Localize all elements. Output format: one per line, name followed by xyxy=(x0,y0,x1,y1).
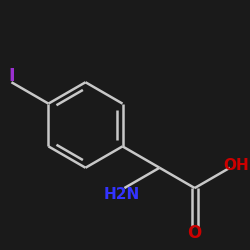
Text: I: I xyxy=(8,67,15,85)
Text: H2N: H2N xyxy=(104,187,140,202)
Text: OH: OH xyxy=(223,158,249,173)
Text: O: O xyxy=(188,224,202,242)
